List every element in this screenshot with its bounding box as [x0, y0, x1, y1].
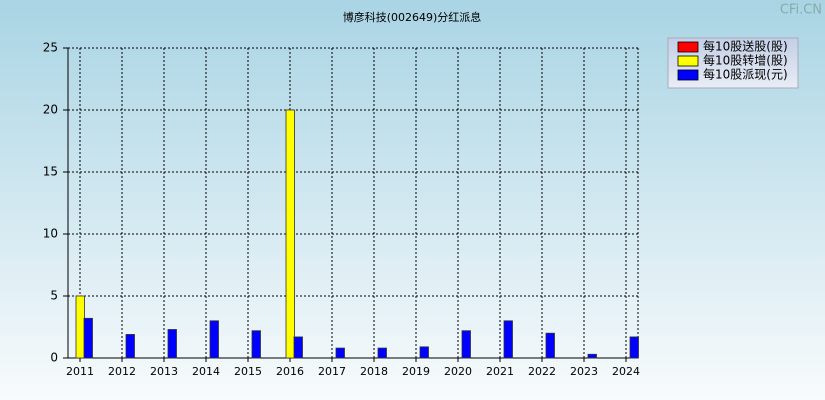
bar [461, 330, 471, 359]
bar [293, 336, 303, 359]
chart-title: 博彦科技(002649)分红派息 [343, 10, 482, 24]
legend-label: 每10股送股(股) [703, 39, 788, 54]
bar [335, 347, 345, 359]
bar [377, 347, 387, 359]
x-tick-label: 2022 [528, 365, 556, 378]
watermark: CFi.CN [780, 3, 822, 18]
legend-label: 每10股派现(元) [703, 67, 788, 82]
x-tick-label: 2017 [318, 365, 346, 378]
bar [503, 320, 513, 359]
y-tick-label: 20 [43, 103, 58, 117]
x-tick-label: 2024 [612, 365, 640, 378]
bar [83, 317, 93, 359]
x-tick-label: 2020 [444, 365, 472, 378]
y-tick-label: 15 [43, 165, 58, 179]
bar [285, 109, 295, 359]
bar [167, 329, 177, 359]
x-tick-label: 2023 [570, 365, 598, 378]
x-tick-label: 2015 [234, 365, 262, 378]
y-tick-label: 10 [43, 227, 58, 241]
bar [629, 336, 639, 359]
x-tick-label: 2011 [66, 365, 94, 378]
y-tick-label: 5 [50, 289, 58, 303]
bar [587, 353, 597, 359]
x-tick-label: 2016 [276, 365, 304, 378]
y-tick-label: 0 [50, 351, 58, 365]
bar [251, 330, 261, 359]
bar [419, 346, 429, 359]
legend-swatch [677, 69, 699, 81]
x-tick-label: 2012 [108, 365, 136, 378]
x-tick-label: 2013 [150, 365, 178, 378]
legend-swatch [677, 55, 699, 67]
bar [209, 320, 219, 359]
y-tick-label: 25 [43, 41, 58, 55]
x-tick-label: 2014 [192, 365, 220, 378]
x-tick-label: 2021 [486, 365, 514, 378]
bar [545, 332, 555, 359]
legend-label: 每10股转增(股) [703, 53, 788, 68]
bar [75, 295, 85, 359]
legend-swatch [677, 41, 699, 53]
x-tick-label: 2018 [360, 365, 388, 378]
x-tick-label: 2019 [402, 365, 430, 378]
bar [125, 334, 135, 359]
